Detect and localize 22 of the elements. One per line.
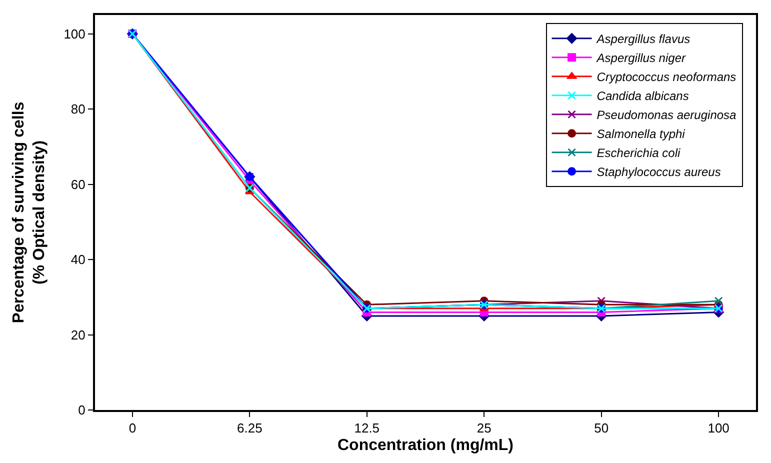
x-tick-label: 12.5 <box>354 420 380 436</box>
legend-label: Escherichia coli <box>596 146 680 160</box>
legend-label: Candida albicans <box>596 89 689 104</box>
y-tick-label: 20 <box>70 327 86 342</box>
x-tick-label: 0 <box>128 420 136 436</box>
x-tick-label: 6.25 <box>237 420 262 436</box>
legend-label: Salmonella typhi <box>596 127 686 142</box>
y-tick-label: 60 <box>70 176 86 192</box>
x-tick-label: 25 <box>476 420 492 436</box>
legend-label: Pseudomonas aeruginosa <box>596 108 737 122</box>
y-tick-label: 40 <box>70 252 86 268</box>
legend-label: Aspergillus flavus <box>596 32 690 46</box>
y-tick-label: 0 <box>78 402 86 418</box>
legend-label: Aspergillus niger <box>596 51 686 66</box>
legend-label: Cryptococcus neoformans <box>596 70 736 84</box>
y-tick-label: 100 <box>64 26 86 42</box>
x-tick-label: 100 <box>708 420 730 436</box>
y-axis-title: Percentage of surviving cells (% Optical density) <box>10 102 48 324</box>
x-axis-title: Concentration (mg/mL) <box>338 436 514 454</box>
legend-label: Staphylococcus aureus <box>596 165 721 180</box>
x-tick-label: 50 <box>594 420 609 436</box>
y-tick-label: 80 <box>70 102 86 117</box>
